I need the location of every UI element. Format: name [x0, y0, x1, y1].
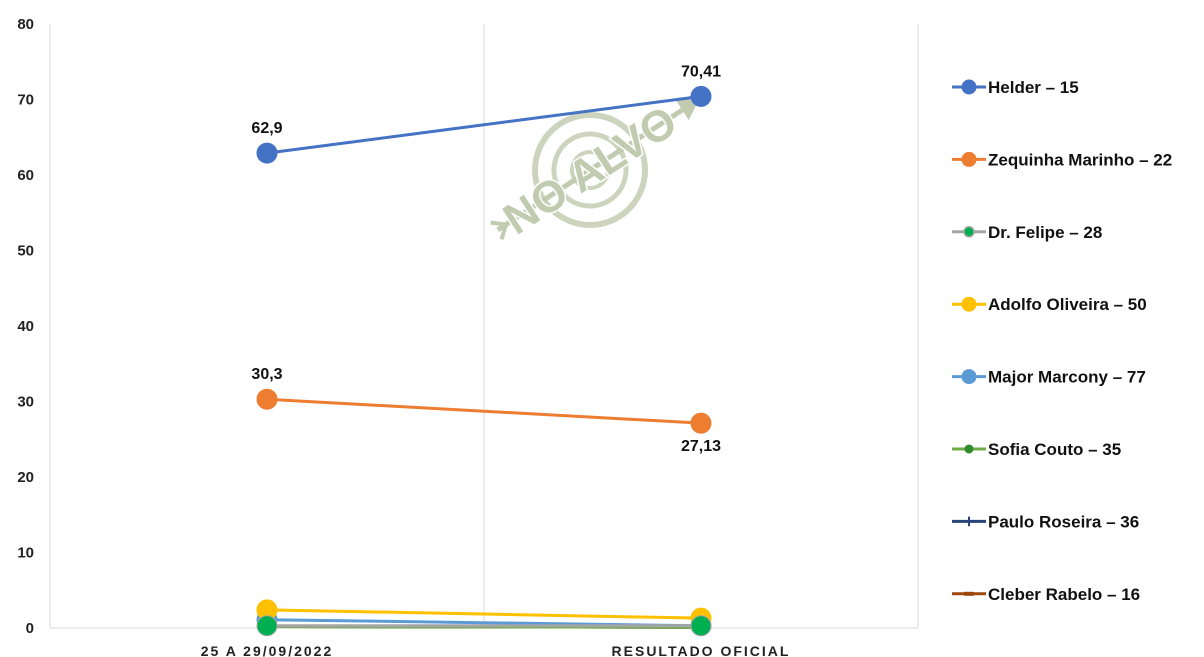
- data-point: [256, 615, 278, 637]
- y-tick-label: 0: [26, 620, 34, 637]
- x-tick-label: RESULTADO OFICIAL: [612, 643, 791, 657]
- legend-entry-2: Dr. Felipe – 28: [952, 223, 1102, 242]
- watermark-fletching: [490, 220, 509, 240]
- data-label: 27,13: [681, 438, 721, 455]
- series-1: [256, 388, 712, 434]
- series-line: [266, 608, 702, 620]
- watermark-arrow: [496, 107, 684, 233]
- series-0: [256, 85, 712, 164]
- legend-entry-5: Sofia Couto – 35: [952, 440, 1121, 459]
- series-2: [256, 615, 712, 637]
- series-line: [266, 94, 702, 155]
- watermark: NO ALVO: [490, 95, 700, 246]
- legend-entry-7: Cleber Rabelo – 16: [952, 585, 1140, 604]
- y-tick-label: 30: [17, 394, 34, 411]
- data-point: [964, 444, 974, 454]
- data-point: [961, 151, 977, 167]
- legend-label: Dr. Felipe – 28: [988, 223, 1102, 242]
- series-line: [266, 397, 702, 425]
- watermark-arrowhead: [675, 99, 700, 121]
- legend-marker: [963, 226, 975, 238]
- y-tick-label: 40: [17, 318, 34, 335]
- legend-entry-1: Zequinha Marinho – 22: [952, 150, 1172, 169]
- y-tick-label: 70: [17, 92, 34, 109]
- data-point: [690, 412, 712, 434]
- data-point: [964, 516, 974, 527]
- y-tick-label: 60: [17, 167, 34, 184]
- data-point: [690, 615, 712, 637]
- data-label: 70,41: [681, 63, 721, 80]
- data-point: [964, 591, 974, 596]
- legend-label: Cleber Rabelo – 16: [988, 585, 1140, 604]
- legend-entry-4: Major Marcony – 77: [952, 368, 1146, 387]
- legend-label: Major Marcony – 77: [988, 368, 1146, 387]
- data-point: [690, 85, 712, 107]
- legend-label: Paulo Roseira – 36: [988, 512, 1139, 531]
- legend-label: Adolfo Oliveira – 50: [988, 295, 1147, 314]
- data-point: [961, 369, 977, 385]
- x-tick-label: 25 A 29/09/2022: [201, 643, 334, 657]
- y-tick-label: 50: [17, 243, 34, 260]
- legend-entry-6: Paulo Roseira – 36: [952, 512, 1139, 531]
- legend-entry-3: Adolfo Oliveira – 50: [952, 295, 1147, 314]
- axes: 0 10 20 30 40 50 60 70 80 25 A 29/09/2022 RESULTAD…: [17, 16, 918, 657]
- data-label: 62,9: [251, 120, 282, 137]
- legend-label: Helder – 15: [988, 78, 1079, 97]
- legend-entry-0: Helder – 15: [952, 78, 1079, 97]
- data-point: [961, 296, 977, 312]
- data-label: 30,3: [251, 366, 282, 383]
- grid: [49, 24, 919, 628]
- series-group: [256, 85, 712, 637]
- legend: Helder – 15 Zequinha Marinho – 22 Dr. Feli…: [952, 78, 1172, 604]
- data-point: [256, 388, 278, 410]
- watermark-logo: NO ALVO: [490, 95, 700, 246]
- data-labels: 62,9 70,41 30,3 27,13: [251, 63, 721, 455]
- data-point: [961, 79, 977, 95]
- y-tick-label: 20: [17, 469, 34, 486]
- y-tick-label: 10: [17, 545, 34, 562]
- legend-label: Zequinha Marinho – 22: [988, 150, 1172, 169]
- legend-label: Sofia Couto – 35: [988, 440, 1121, 459]
- data-point: [256, 142, 278, 164]
- y-tick-label: 80: [17, 16, 34, 33]
